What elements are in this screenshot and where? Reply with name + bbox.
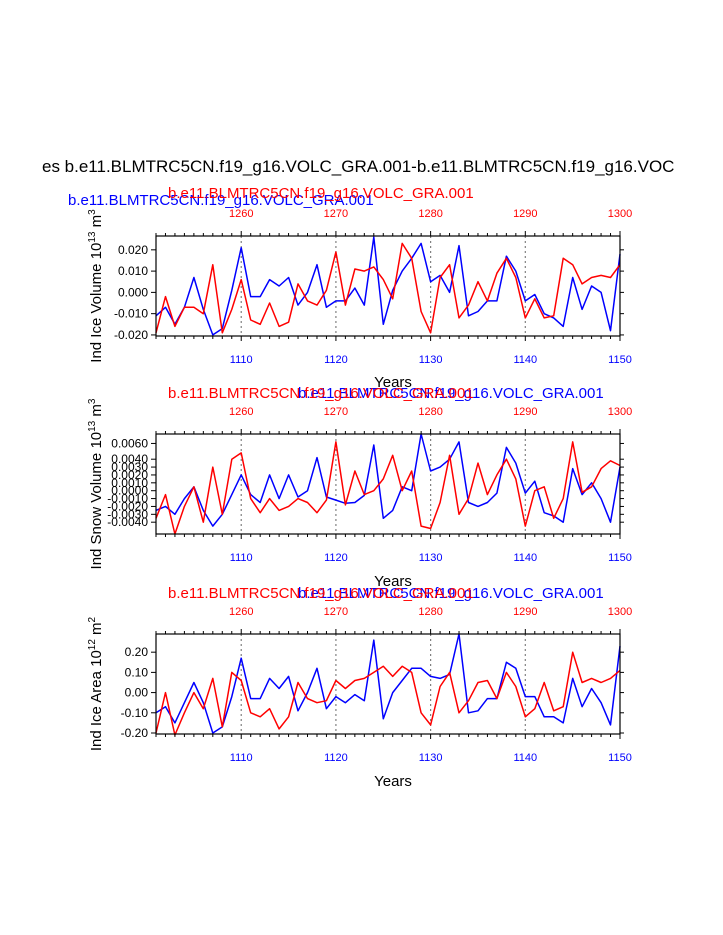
panel-title-red: b.e11.BLMTRC5CN.f19_g16.VOLC_GRA.001 xyxy=(168,385,474,402)
y-tick-label: -0.0040 xyxy=(107,515,148,529)
y-tick-label: -0.10 xyxy=(121,706,149,720)
x-tick-label-bottom: 1140 xyxy=(513,354,537,366)
y-axis-label: Ind Ice Volume 1013 m3 xyxy=(87,209,105,363)
y-tick-label: 0.0020 xyxy=(111,468,148,482)
series-line-red xyxy=(155,441,621,535)
x-tick-label-bottom: 1150 xyxy=(608,552,632,564)
x-tick-label-bottom: 1150 xyxy=(608,752,632,764)
x-tick-label-top: 1300 xyxy=(608,208,632,220)
x-tick-label-bottom: 1130 xyxy=(419,552,443,564)
x-tick-label-top: 1260 xyxy=(229,406,253,418)
x-tick-label-top: 1290 xyxy=(513,406,537,418)
y-tick-label: 0.0060 xyxy=(111,436,148,450)
y-tick-label: 0.020 xyxy=(118,243,148,257)
y-tick-label: -0.0010 xyxy=(107,492,148,506)
x-tick-label-top: 1280 xyxy=(418,606,442,618)
panel-ice-area: b.e11.BLMTRC5CN.f19_g16.VOLC_GRA.001 b.e… xyxy=(87,585,632,790)
x-tick-label-top: 1270 xyxy=(324,208,348,220)
y-tick-label: 0.0030 xyxy=(111,460,148,474)
y-axis-label: Ind Snow Volume 1013 m3 xyxy=(87,398,105,569)
panel-snow-volume: b.e11.BLMTRC5CN.f19_g16.VOLC_GRA.001 b.e… xyxy=(87,385,632,590)
x-axis-label: Years xyxy=(374,573,412,590)
x-tick-label-top: 1300 xyxy=(608,606,632,618)
x-tick-label-top: 1300 xyxy=(608,406,632,418)
panel-ice-volume: b.e11.BLMTRC5CN.f19_g16.VOLC_GRA.001 b.e… xyxy=(68,185,632,391)
page-title: es b.e11.BLMTRC5CN.f19_g16.VOLC_GRA.001-… xyxy=(42,157,674,176)
x-tick-label-bottom: 1150 xyxy=(608,354,632,366)
panel-title-red: b.e11.BLMTRC5CN.f19_g16.VOLC_GRA.001 xyxy=(168,585,474,602)
series-line-red xyxy=(155,242,621,334)
x-axis-label: Years xyxy=(374,374,412,391)
x-tick-label-bottom: 1120 xyxy=(324,354,348,366)
x-tick-label-bottom: 1140 xyxy=(513,752,537,764)
y-tick-label: 0.20 xyxy=(125,645,149,659)
panel-title-blue: b.e11.BLMTRC5CN.f19_g16.VOLC_GRA.001 xyxy=(298,385,604,402)
panel-title-blue: b.e11.BLMTRC5CN.f19_g16.VOLC_GRA.001 xyxy=(298,585,604,602)
plot-frame xyxy=(155,633,621,735)
y-tick-label: 0.10 xyxy=(125,665,149,679)
y-tick-label: -0.20 xyxy=(121,726,149,740)
x-tick-label-bottom: 1130 xyxy=(419,354,443,366)
x-tick-label-bottom: 1110 xyxy=(230,752,253,764)
panel-title-blue: b.e11.BLMTRC5CN.f19_g16.VOLC_GRA.001 xyxy=(68,192,374,209)
series-line-red xyxy=(155,651,621,736)
x-tick-label-top: 1280 xyxy=(418,406,442,418)
x-tick-label-top: 1260 xyxy=(229,208,253,220)
x-tick-label-top: 1270 xyxy=(324,406,348,418)
y-tick-label: -0.0030 xyxy=(107,507,148,521)
x-tick-label-bottom: 1140 xyxy=(513,552,537,564)
panel-title-red: b.e11.BLMTRC5CN.f19_g16.VOLC_GRA.001 xyxy=(168,185,474,202)
x-tick-label-bottom: 1110 xyxy=(230,354,253,366)
series-line-blue xyxy=(155,633,621,734)
y-tick-label: 0.0040 xyxy=(111,452,148,466)
x-tick-label-top: 1290 xyxy=(513,606,537,618)
y-tick-label: -0.010 xyxy=(114,307,148,321)
x-tick-label-top: 1290 xyxy=(513,208,537,220)
x-tick-label-bottom: 1120 xyxy=(324,552,348,564)
y-tick-label: -0.0020 xyxy=(107,499,148,513)
series-line-blue xyxy=(155,236,621,336)
x-axis-label: Years xyxy=(374,773,412,790)
y-tick-label: 0.00 xyxy=(125,686,149,700)
y-tick-label: -0.020 xyxy=(114,328,148,342)
y-tick-label: 0.000 xyxy=(118,285,148,299)
y-tick-label: 0.010 xyxy=(118,264,148,278)
series-line-blue xyxy=(155,433,621,527)
y-axis-label: Ind Ice Area 1012 m2 xyxy=(87,616,105,751)
x-tick-label-bottom: 1120 xyxy=(324,752,348,764)
x-tick-label-bottom: 1110 xyxy=(230,552,253,564)
y-tick-label: 0.0000 xyxy=(111,484,148,498)
plot-frame xyxy=(155,433,621,535)
x-tick-label-top: 1260 xyxy=(229,606,253,618)
x-tick-label-bottom: 1130 xyxy=(419,752,443,764)
plot-frame xyxy=(155,235,621,337)
x-tick-label-top: 1280 xyxy=(418,208,442,220)
y-tick-label: 0.0010 xyxy=(111,476,148,490)
x-tick-label-top: 1270 xyxy=(324,606,348,618)
